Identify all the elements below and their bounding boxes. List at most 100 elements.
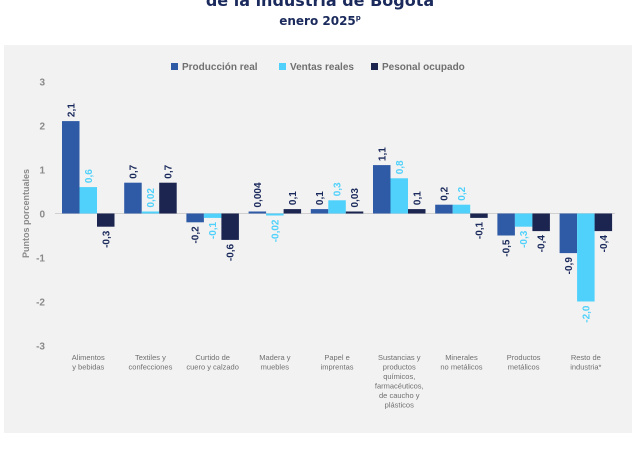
x-category-label-line: Sustancias y <box>378 353 421 362</box>
bar <box>594 213 613 232</box>
data-label: 0,8 <box>395 160 406 174</box>
x-category-label: Minerales no metálicos <box>440 353 482 372</box>
x-category-label-line: plásticos <box>385 401 414 410</box>
bar <box>577 213 595 302</box>
data-label: 0,03 <box>350 188 361 208</box>
y-axis-label: Puntos porcentuales <box>21 169 31 258</box>
data-label: 0,02 <box>146 188 157 208</box>
data-label: -0,4 <box>599 235 610 253</box>
bar <box>79 187 97 214</box>
data-label: 0,7 <box>163 164 174 178</box>
data-label: -0,1 <box>474 221 485 239</box>
y-tick-label: 3 <box>39 78 45 89</box>
x-category-label: Alimentos y bebidas <box>72 353 105 372</box>
bar <box>470 213 488 218</box>
x-category-label-line: Minerales <box>445 353 478 362</box>
data-label: -0,2 <box>191 226 202 244</box>
x-category-label-line: cuero y calzado <box>186 363 239 372</box>
bar <box>408 209 426 214</box>
data-label: 0,2 <box>457 186 468 200</box>
y-tick-label: 2 <box>39 122 45 133</box>
x-category-label: Resto de industria* <box>570 353 601 372</box>
bar <box>159 182 177 214</box>
data-label: -0,6 <box>226 243 237 261</box>
bar <box>248 211 267 214</box>
data-label: 0,1 <box>288 191 299 205</box>
data-label: 0,1 <box>412 191 423 205</box>
legend-label: Producción real <box>182 62 258 73</box>
bar <box>124 182 142 214</box>
y-tick-label: -3 <box>36 342 45 353</box>
chart-title: de la industria de Bogotá <box>205 0 435 10</box>
y-tick-label: -2 <box>36 298 45 309</box>
bar <box>497 213 515 236</box>
data-label: 0,004 <box>253 182 264 207</box>
x-category-label: Madera y muebles <box>259 353 291 372</box>
x-category-label-line: imprentas <box>321 363 354 372</box>
bar <box>390 178 408 214</box>
data-label: 0,2 <box>439 186 450 200</box>
data-label: 0,7 <box>128 164 139 178</box>
y-tick-label: 1 <box>39 166 45 177</box>
x-category-label: Curtido de cuero y calzado <box>186 353 239 372</box>
x-category-label-line: químicos, <box>383 372 415 381</box>
x-category-label-line: industria* <box>570 363 601 372</box>
subtitle-superscript: p <box>355 14 361 22</box>
x-category-label-line: no metálicos <box>440 363 482 372</box>
bar <box>141 211 160 214</box>
subtitle-text: enero 2025 <box>279 14 356 28</box>
x-category-label-line: de caucho y <box>379 391 420 400</box>
x-category-label-line: Productos <box>507 353 541 362</box>
x-category-label-line: Alimentos <box>72 353 105 362</box>
x-category-label-line: Curtido de <box>195 353 230 362</box>
data-label: 0,6 <box>84 169 95 183</box>
x-category-label-line: Textiles y <box>135 353 166 362</box>
x-category-label-line: farmacéuticos, <box>375 382 424 391</box>
legend-label: Ventas reales <box>290 62 354 73</box>
x-category-label-line: confecciones <box>129 363 173 372</box>
bar <box>559 213 578 254</box>
x-category-label-line: Madera y <box>259 353 291 362</box>
y-tick-label: 0 <box>39 210 45 221</box>
bar <box>373 165 391 214</box>
legend-swatch <box>171 63 178 70</box>
data-label: -0,3 <box>519 230 530 248</box>
chart-panel <box>4 45 632 433</box>
legend-swatch <box>279 63 286 70</box>
bar <box>310 209 329 214</box>
bar <box>435 204 453 214</box>
x-category-label-line: muebles <box>261 363 290 372</box>
data-label: 2,1 <box>66 103 77 117</box>
bar <box>221 213 239 240</box>
bar <box>62 121 80 214</box>
x-category-label-line: Papel e <box>324 353 349 362</box>
x-category-label: Papel e imprentas <box>321 353 354 372</box>
bar <box>186 213 204 223</box>
y-tick-label: -1 <box>36 254 45 265</box>
bar <box>345 211 364 214</box>
x-category-label: Productos metálicos <box>507 353 541 372</box>
data-label: -0,9 <box>564 257 575 275</box>
bar <box>203 213 222 218</box>
bar <box>283 209 302 214</box>
data-label: 0,1 <box>315 191 326 205</box>
bar <box>328 200 346 214</box>
bar <box>452 204 471 214</box>
data-label: -0,3 <box>101 230 112 248</box>
chart-subtitle: enero 2025p <box>0 14 640 28</box>
x-category-label-line: productos <box>383 363 416 372</box>
bar <box>514 213 533 227</box>
data-label: 0,3 <box>333 182 344 196</box>
bar <box>266 213 284 216</box>
x-category-label-line: Resto de <box>571 353 601 362</box>
bar <box>532 213 550 232</box>
x-category-label: Textiles y confecciones <box>129 353 173 372</box>
data-label: -2,0 <box>581 305 592 323</box>
x-category-label: Sustancias y productos químicos, farmacéuti… <box>375 353 424 410</box>
x-category-label-line: metálicos <box>508 363 540 372</box>
x-category-label-line: y bebidas <box>72 363 104 372</box>
legend-label: Pesonal ocupado <box>382 62 465 73</box>
data-label: -0,4 <box>537 235 548 253</box>
data-label: -0,1 <box>208 221 219 239</box>
